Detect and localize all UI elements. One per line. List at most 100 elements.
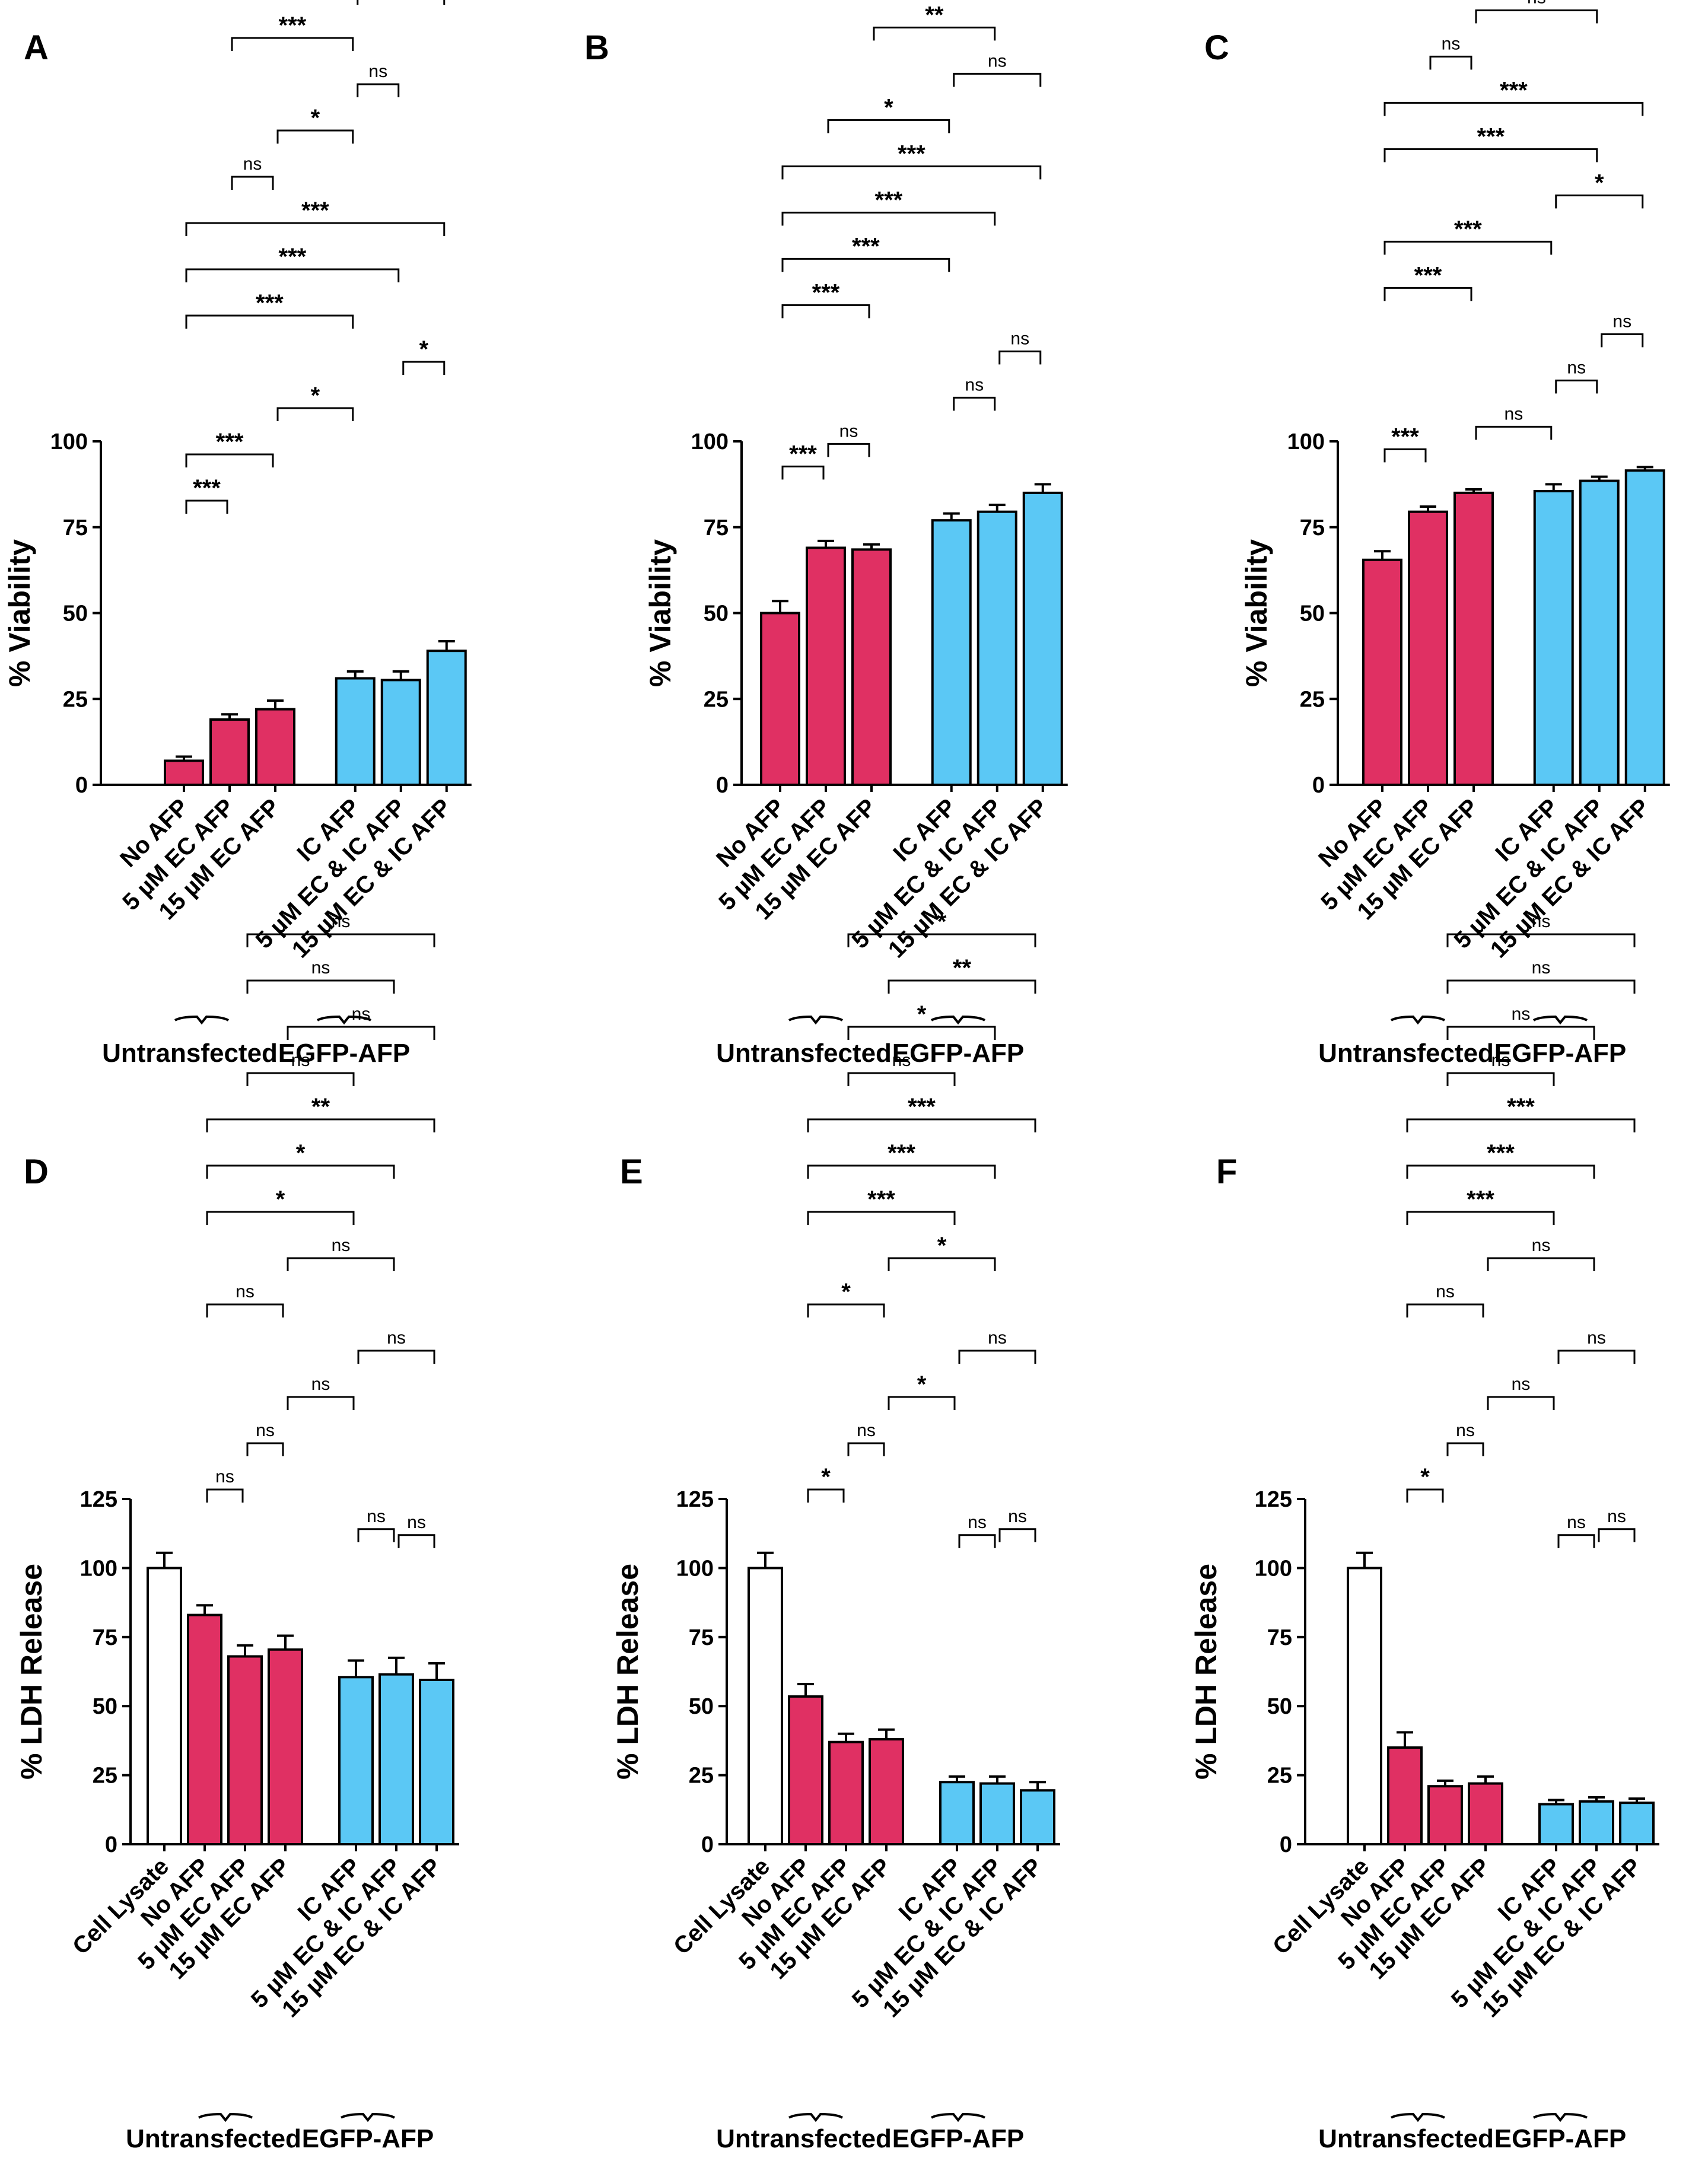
y-tick-label: 0 <box>701 1832 714 1857</box>
significance-label: *** <box>279 12 307 39</box>
y-tick-label: 0 <box>716 773 729 798</box>
group-brace <box>198 2112 253 2122</box>
significance-label: *** <box>1391 424 1419 450</box>
significance-label: ns <box>1532 912 1551 931</box>
significance-bracket <box>357 1528 395 1542</box>
significance-bracket <box>781 165 1042 180</box>
y-axis-label: % Viability <box>3 539 36 687</box>
bar <box>1362 558 1402 786</box>
significance-bracket <box>827 119 950 133</box>
group-label-egfp-afp: EGFP-AFP <box>278 1039 410 1068</box>
significance-label: *** <box>279 244 307 270</box>
group-brace <box>340 2112 396 2122</box>
significance-label: *** <box>216 429 244 455</box>
significance-bracket <box>807 1118 1036 1132</box>
group-label-untransfected: Untransfected <box>1318 1039 1494 1068</box>
significance-bracket <box>357 0 446 5</box>
significance-bracket <box>1429 55 1472 70</box>
significance-bracket <box>1446 1072 1555 1086</box>
significance-label: ns <box>243 154 262 174</box>
y-tick-label: 25 <box>689 1764 714 1788</box>
significance-label: ns <box>1491 1051 1510 1070</box>
group-label-untransfected: Untransfected <box>716 1039 892 1068</box>
y-tick-label: 75 <box>1300 515 1325 540</box>
significance-bracket <box>1487 1396 1555 1410</box>
significance-label: ns <box>1532 1236 1551 1255</box>
bar <box>1387 1746 1423 1846</box>
significance-bracket <box>958 1350 1036 1364</box>
group-label-untransfected: Untransfected <box>1318 2124 1494 2153</box>
y-tick-label: 100 <box>1255 1556 1292 1581</box>
significance-bracket <box>246 1072 355 1086</box>
significance-bracket <box>357 83 400 97</box>
group-brace <box>1390 1015 1446 1025</box>
significance-bracket <box>1406 1164 1595 1179</box>
significance-label: ns <box>256 1421 275 1440</box>
significance-bracket <box>185 499 228 514</box>
group-brace <box>930 1015 986 1025</box>
significance-label: ns <box>1456 1421 1475 1440</box>
bar <box>255 708 295 786</box>
bar <box>1619 1802 1655 1845</box>
bar <box>1579 1800 1614 1846</box>
significance-label: ns <box>892 1051 911 1070</box>
bar <box>335 677 376 787</box>
y-tick-label: 25 <box>1300 687 1325 712</box>
y-tick-label: 50 <box>1300 601 1325 626</box>
significance-bracket <box>1383 101 1644 116</box>
significance-bracket <box>781 257 950 272</box>
significance-bracket <box>1555 379 1598 394</box>
significance-label: *** <box>256 290 284 316</box>
bar <box>380 679 421 787</box>
significance-label: *** <box>867 1186 895 1212</box>
y-tick-label: 50 <box>63 601 88 626</box>
bar <box>1408 510 1448 786</box>
significance-label: ns <box>1512 1004 1531 1024</box>
significance-bracket <box>1475 9 1598 24</box>
significance-bracket <box>781 211 996 226</box>
significance-bracket <box>1557 1534 1595 1548</box>
significance-label: * <box>1420 1464 1430 1490</box>
bar <box>268 1648 303 1845</box>
significance-label: * <box>917 1001 927 1027</box>
significance-label: *** <box>1454 216 1482 242</box>
significance-label: ns <box>1532 958 1551 978</box>
bar <box>1533 489 1574 787</box>
y-tick-label: 125 <box>676 1487 714 1512</box>
significance-bracket <box>888 979 1036 994</box>
y-tick-label: 75 <box>63 515 88 540</box>
bar <box>379 1673 414 1845</box>
bar <box>419 1678 454 1846</box>
significance-bracket <box>1406 1118 1636 1132</box>
y-tick-label: 25 <box>63 687 88 712</box>
significance-label: *** <box>1500 77 1528 103</box>
group-label-egfp-afp: EGFP-AFP <box>892 2124 1024 2153</box>
significance-bracket <box>827 443 870 457</box>
significance-label: * <box>884 94 893 120</box>
panel-letter: D <box>24 1153 49 1191</box>
significance-bracket <box>246 979 395 994</box>
bar <box>977 510 1017 786</box>
significance-bracket <box>847 1442 885 1456</box>
significance-label: * <box>419 336 428 362</box>
significance-label: *** <box>301 198 329 224</box>
significance-bracket <box>206 1488 244 1503</box>
bar <box>1453 491 1494 786</box>
significance-bracket <box>397 1534 435 1548</box>
significance-bracket <box>1383 287 1472 301</box>
significance-bracket <box>1383 240 1553 255</box>
significance-bracket <box>185 314 354 329</box>
significance-label: ns <box>968 1513 987 1532</box>
significance-label: * <box>917 1371 927 1398</box>
significance-bracket <box>888 1257 996 1271</box>
significance-label: *** <box>908 1094 936 1120</box>
significance-bracket <box>847 1026 996 1040</box>
group-label-untransfected: Untransfected <box>126 2124 301 2153</box>
bar <box>1347 1567 1382 1845</box>
significance-bracket <box>807 1164 996 1179</box>
bar <box>788 1695 823 1846</box>
bar <box>1579 479 1620 786</box>
